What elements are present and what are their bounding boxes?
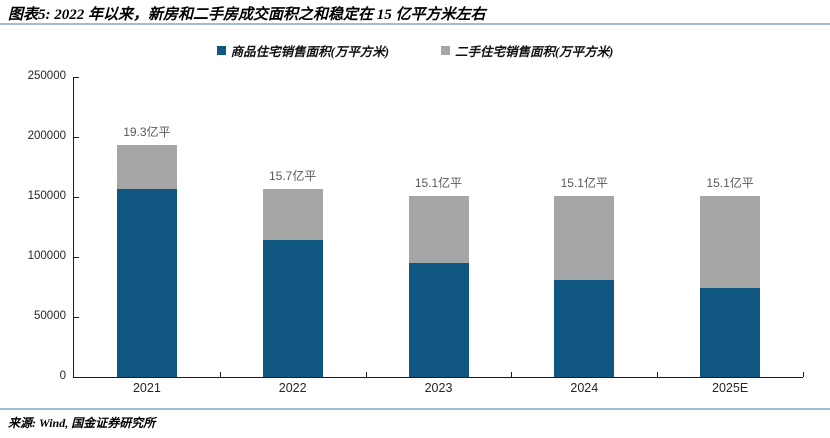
legend-swatch-new-home bbox=[216, 46, 226, 55]
bar-segment-new-home bbox=[262, 239, 323, 377]
x-axis-label: 2025E bbox=[712, 381, 749, 395]
legend-swatch-second-hand bbox=[441, 46, 450, 55]
title-divider-line bbox=[0, 23, 830, 25]
plot-area: 19.3亿平 2021 15.7亿平 2022 15.1亿平 2023 15.1亿平 2024… bbox=[73, 77, 804, 395]
bar-total-label: 15.7亿平 bbox=[269, 168, 317, 183]
x-axis-tick bbox=[657, 372, 659, 377]
bar-total-label: 15.1亿平 bbox=[706, 175, 754, 190]
bar-segment-new-home bbox=[116, 189, 177, 377]
y-axis-tick bbox=[74, 137, 79, 138]
bar-total-label: 15.1亿平 bbox=[414, 175, 463, 190]
x-axis-tick bbox=[511, 372, 513, 377]
bar-segment-second-hand bbox=[554, 195, 615, 280]
y-axis-label: 50000 bbox=[34, 310, 66, 322]
legend-item-second-hand: 二手住宅销售面积(万平方米) bbox=[441, 41, 613, 60]
stacked-bar-chart: 19.3亿平 2021 15.7亿平 2022 15.1亿平 2023 15.1亿平 2024… bbox=[0, 70, 830, 395]
bar-segment-second-hand bbox=[116, 145, 177, 190]
legend-item-new-home: 商品住宅销售面积(万平方米) bbox=[216, 41, 389, 60]
y-axis-label: 100000 bbox=[27, 250, 66, 262]
bar-segment-new-home bbox=[408, 263, 469, 377]
x-axis-label: 2021 bbox=[132, 381, 161, 395]
x-axis-tick bbox=[365, 372, 367, 377]
y-axis-label: 200000 bbox=[27, 130, 66, 142]
y-axis-tick bbox=[74, 317, 79, 318]
bar-segment-second-hand bbox=[700, 195, 761, 288]
y-axis-tick bbox=[74, 257, 79, 258]
bar-segment-second-hand bbox=[408, 195, 469, 264]
bar-total-label: 19.3亿平 bbox=[123, 125, 171, 140]
x-axis-label: 2024 bbox=[570, 381, 599, 395]
footer-divider-line bbox=[0, 408, 830, 410]
y-axis-label: 0 bbox=[59, 370, 66, 382]
y-axis-tick bbox=[74, 77, 79, 78]
y-axis-label: 150000 bbox=[27, 190, 66, 202]
x-axis-tick bbox=[803, 372, 804, 377]
bar-segment-second-hand bbox=[262, 188, 323, 240]
bar-segment-new-home bbox=[700, 287, 761, 377]
x-axis-label: 2023 bbox=[424, 381, 453, 395]
bar-total-label: 15.1亿平 bbox=[560, 175, 608, 190]
legend-label-new-home: 商品住宅销售面积(万平方米) bbox=[230, 45, 389, 59]
legend-label-second-hand: 二手住宅销售面积(万平方米) bbox=[455, 45, 614, 59]
x-axis-tick bbox=[219, 372, 221, 377]
source-note: 来源: Wind, 国金证券研究所 bbox=[8, 416, 156, 430]
y-axis-tick bbox=[74, 197, 79, 198]
y-axis-label: 250000 bbox=[27, 70, 66, 82]
chart-title: 图表5: 2022 年以来，新房和二手房成交面积之和稳定在 15 亿平方米左右 bbox=[8, 7, 486, 23]
bar-segment-new-home bbox=[554, 279, 615, 377]
x-axis-label: 2022 bbox=[278, 381, 307, 395]
chart-legend: 商品住宅销售面积(万平方米) 二手住宅销售面积(万平方米) bbox=[0, 41, 830, 60]
